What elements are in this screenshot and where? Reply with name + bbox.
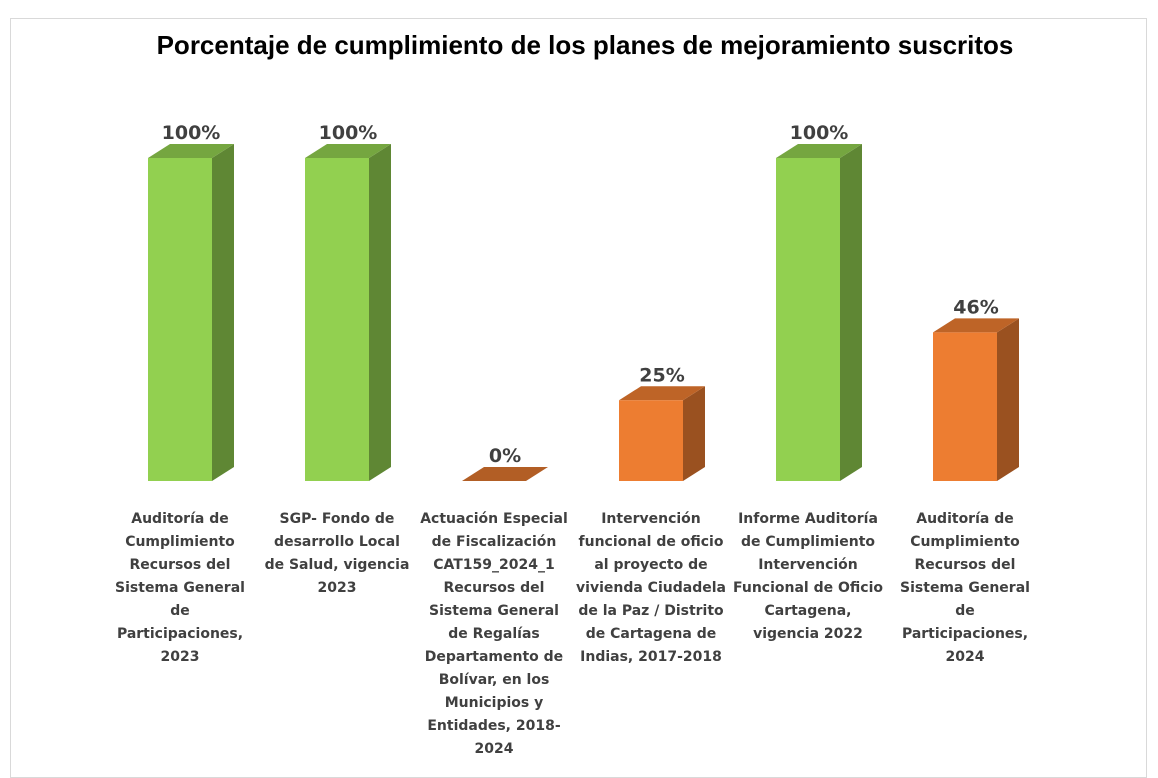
x-tick-label: Auditoría de Cumplimiento Recursos del S… (115, 511, 245, 665)
bar-top (148, 144, 234, 158)
chart-title: Porcentaje de cumplimiento de los planes… (156, 30, 1014, 60)
value-label: 0% (489, 445, 521, 467)
bar (776, 158, 840, 481)
bar-top (462, 467, 548, 481)
value-label: 100% (162, 122, 221, 144)
value-label: 100% (790, 122, 849, 144)
x-tick-label: Intervención funcional de oficio al proy… (576, 511, 726, 665)
bar (619, 400, 683, 481)
bar-top (305, 144, 391, 158)
x-tick-label: SGP- Fondo de desarrollo Local de Salud,… (264, 511, 410, 596)
bar-side (997, 318, 1019, 481)
bar-side (369, 144, 391, 481)
value-label: 46% (953, 296, 998, 318)
x-tick-label: Actuación Especial de Fiscalización CAT1… (420, 511, 568, 757)
bar-side (683, 386, 705, 481)
bar (933, 332, 997, 481)
x-tick-label: Auditoría de Cumplimiento Recursos del S… (900, 511, 1030, 665)
bar-side (212, 144, 234, 481)
value-label: 100% (319, 122, 378, 144)
bar-top (776, 144, 862, 158)
bar (148, 158, 212, 481)
bar (305, 158, 369, 481)
x-tick-label: Informe Auditoría de Cumplimiento Interv… (733, 511, 883, 642)
bar-side (840, 144, 862, 481)
bar-top (933, 318, 1019, 333)
bar-top (619, 386, 705, 401)
value-label: 25% (639, 364, 684, 386)
